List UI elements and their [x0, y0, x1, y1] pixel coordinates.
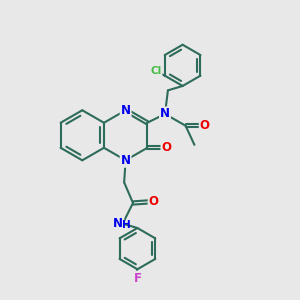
Text: Cl: Cl	[150, 66, 162, 76]
Text: F: F	[134, 272, 141, 285]
Text: N: N	[121, 154, 130, 167]
Text: N: N	[121, 104, 130, 117]
Text: O: O	[148, 195, 159, 208]
Text: O: O	[200, 119, 210, 132]
Text: N: N	[113, 217, 123, 230]
Text: O: O	[161, 141, 171, 154]
Text: H: H	[122, 220, 131, 230]
Text: N: N	[160, 107, 170, 120]
